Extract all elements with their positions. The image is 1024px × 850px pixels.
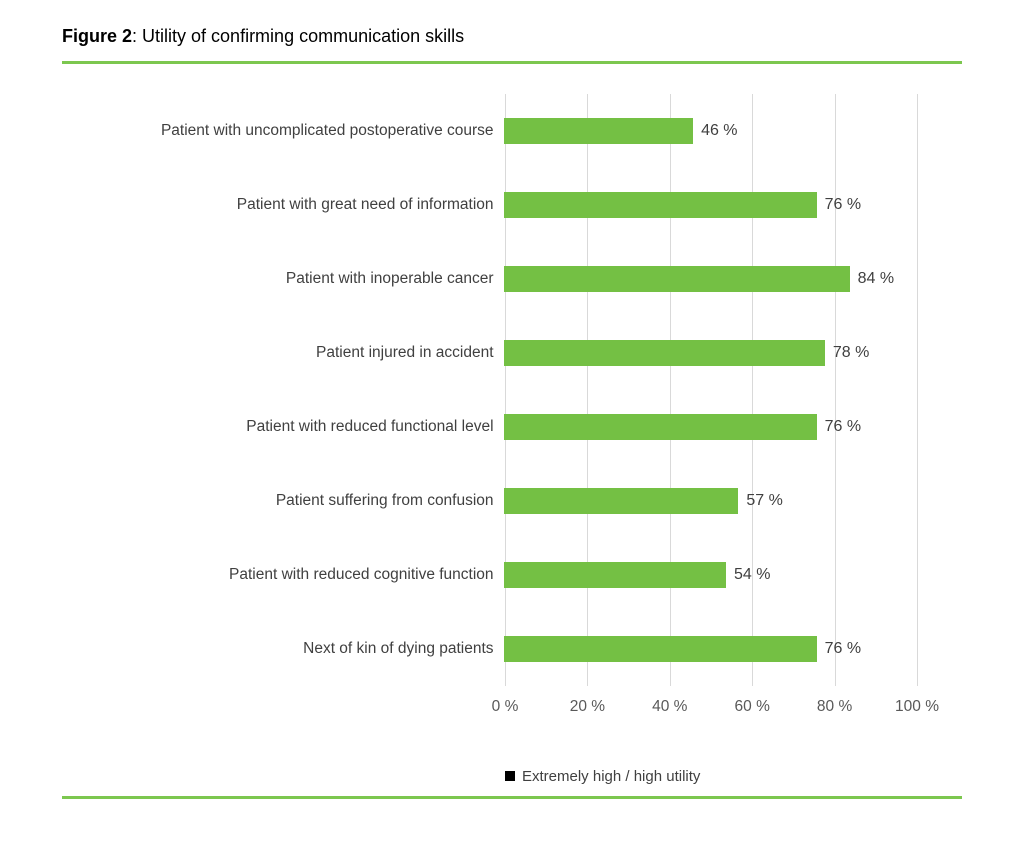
gridline xyxy=(505,94,506,686)
category-label: Patient with great need of information xyxy=(236,196,494,213)
bar-track: 76 % xyxy=(503,168,962,242)
title-separator: : xyxy=(132,26,143,46)
bar-track: 76 % xyxy=(503,390,962,464)
bar-row: Patient with reduced cognitive function 5… xyxy=(62,538,962,612)
bar-track: 54 % xyxy=(503,538,962,612)
category-label: Patient with inoperable cancer xyxy=(285,270,494,287)
bar-track: 84 % xyxy=(503,242,962,316)
plot-area: Patient with uncomplicated postoperative… xyxy=(62,94,962,686)
gridline xyxy=(669,94,671,686)
title-text: Utility of confirming communication skil… xyxy=(142,26,465,46)
bar-row: Patient injured in accident 78 % xyxy=(62,316,962,390)
value-label: 76 % xyxy=(824,196,862,213)
figure-number: Figure 2 xyxy=(62,26,133,46)
value-label: 84 % xyxy=(857,270,895,287)
bottom-rule xyxy=(62,796,962,799)
bar-track: 57 % xyxy=(503,464,962,538)
bar-track: 78 % xyxy=(503,316,962,390)
bar-track: 46 % xyxy=(503,94,962,168)
x-tick-label: 80 % xyxy=(816,698,853,715)
bar-row: Patient suffering from confusion 57 % xyxy=(62,464,962,538)
category-label: Next of kin of dying patients xyxy=(303,640,494,657)
figure-title: Figure 2: Utility of confirming communic… xyxy=(62,24,962,48)
value-label: 46 % xyxy=(701,122,738,139)
figure-container: Figure 2: Utility of confirming communic… xyxy=(0,24,1024,799)
bar xyxy=(503,118,694,144)
legend-marker-square xyxy=(505,771,515,781)
value-label: 57 % xyxy=(746,492,783,509)
value-label: 78 % xyxy=(832,344,870,361)
gridline-layer xyxy=(505,94,918,686)
bar-row: Next of kin of dying patients 76 % xyxy=(62,612,962,686)
category-label: Patient with uncomplicated postoperative… xyxy=(160,122,494,139)
bar-chart: Patient with uncomplicated postoperative… xyxy=(62,94,962,787)
category-label: Patient suffering from confusion xyxy=(275,492,494,509)
bar xyxy=(503,636,817,662)
gridline xyxy=(834,94,836,686)
bar-row: Patient with great need of information 76… xyxy=(62,168,962,242)
x-tick-label: 60 % xyxy=(734,698,770,715)
x-tick-label: 40 % xyxy=(652,698,688,715)
value-label: 76 % xyxy=(824,418,862,435)
gridline xyxy=(587,94,589,686)
x-tick-label: 20 % xyxy=(569,698,606,715)
category-label: Patient with reduced functional level xyxy=(246,418,494,435)
legend-label: Extremely high / high utility xyxy=(522,767,701,785)
x-tick-label: 100 % xyxy=(895,698,939,715)
bar xyxy=(503,192,817,218)
value-label: 54 % xyxy=(734,566,771,583)
bar-row: Patient with reduced functional level 76 … xyxy=(62,390,962,464)
bar-rows: Patient with uncomplicated postoperative… xyxy=(62,94,962,686)
chart-legend: Extremely high / high utility xyxy=(505,765,962,787)
gridline xyxy=(752,94,754,686)
bar xyxy=(503,488,739,514)
gridline xyxy=(917,94,918,686)
bar xyxy=(503,266,850,292)
bar xyxy=(503,562,727,588)
top-rule xyxy=(62,61,962,64)
category-label: Patient injured in accident xyxy=(316,344,494,361)
category-label: Patient with reduced cognitive function xyxy=(229,566,494,583)
bar xyxy=(503,414,817,440)
bar-row: Patient with uncomplicated postoperative… xyxy=(62,94,962,168)
bar-track: 76 % xyxy=(503,612,962,686)
bar xyxy=(503,340,825,366)
bar-row: Patient with inoperable cancer 84 % xyxy=(62,242,962,316)
x-tick-label: 0 % xyxy=(491,698,519,715)
x-axis: 0 % 20 % 40 % 60 % 80 % 100 % xyxy=(492,686,939,722)
value-label: 76 % xyxy=(824,640,862,657)
